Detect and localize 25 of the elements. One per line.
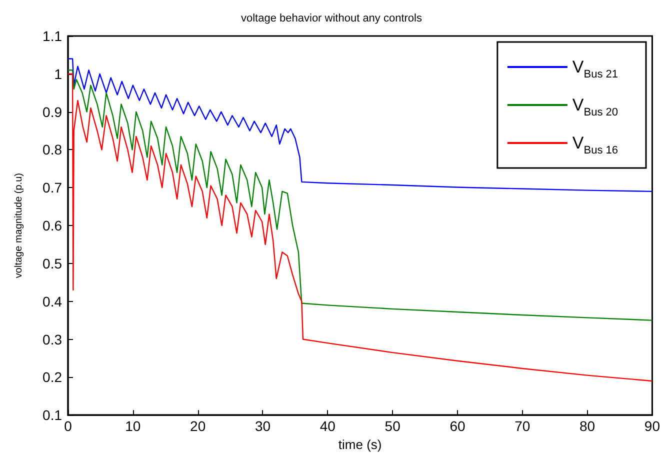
y-axis-title: voltage magnitude (p.u) bbox=[14, 173, 24, 278]
x-tick-label: 90 bbox=[644, 418, 660, 434]
y-tick-label: 1.1 bbox=[42, 28, 62, 44]
y-tick-label: 1 bbox=[54, 66, 62, 82]
chart-title: voltage behavior without any controls bbox=[241, 12, 422, 24]
y-tick-label: 0.6 bbox=[42, 218, 62, 234]
y-tick-label: 0.2 bbox=[42, 369, 62, 386]
x-tick-label: 10 bbox=[125, 418, 141, 434]
y-tick-label: 0.3 bbox=[42, 331, 62, 348]
x-tick-label: 40 bbox=[320, 418, 336, 434]
y-tick-label: 0.9 bbox=[42, 104, 62, 120]
x-tick-label: 60 bbox=[450, 418, 466, 434]
y-tick-label: 0.7 bbox=[42, 180, 62, 196]
x-tick-label: 20 bbox=[190, 418, 206, 434]
x-axis-title: time (s) bbox=[338, 437, 382, 452]
line-series bbox=[67, 58, 653, 192]
x-tick-label: 80 bbox=[580, 418, 596, 434]
x-tick-label: 0 bbox=[64, 418, 72, 434]
x-tick-label: 50 bbox=[384, 418, 401, 434]
y-tick-label: 0.5 bbox=[42, 255, 62, 272]
x-tick-label: 30 bbox=[254, 418, 271, 434]
y-tick-label: 0.4 bbox=[42, 293, 62, 310]
y-tick-label: 0.8 bbox=[42, 142, 62, 158]
x-tick-label: 70 bbox=[514, 418, 530, 434]
y-tick-label: 0.1 bbox=[42, 407, 62, 424]
